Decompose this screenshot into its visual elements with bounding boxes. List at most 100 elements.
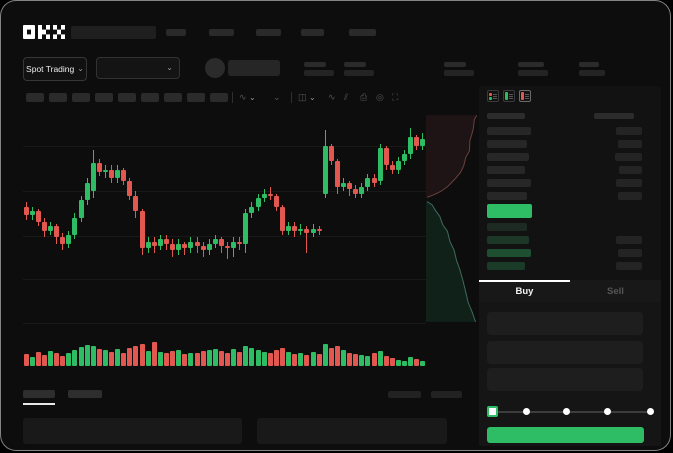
gridline <box>23 279 426 280</box>
volume-bar <box>359 355 365 366</box>
ask-row[interactable] <box>487 127 653 136</box>
candle-body <box>359 187 365 194</box>
candle-body <box>414 136 420 146</box>
volume-bar <box>249 348 255 366</box>
toolbar-chip[interactable] <box>141 93 159 102</box>
candle-body <box>341 182 347 188</box>
toolbar-chip[interactable] <box>26 93 44 102</box>
bid-row[interactable] <box>487 249 653 258</box>
okx-logo[interactable] <box>23 25 65 39</box>
ask-row[interactable] <box>487 153 653 162</box>
candle-body <box>151 241 157 246</box>
toolbar-chip[interactable] <box>187 93 205 102</box>
bid-row[interactable] <box>487 262 653 271</box>
slider-handle[interactable] <box>487 406 498 417</box>
candle-type-icon[interactable]: ◫ ⌄ <box>298 92 316 102</box>
candle-body <box>170 243 176 251</box>
ask-amount-placeholder <box>615 153 642 161</box>
orderbook-asks-icon[interactable] <box>519 90 531 102</box>
indicators-icon[interactable]: ∿ <box>328 92 336 102</box>
slider-dot[interactable] <box>647 408 654 415</box>
tab-buy[interactable]: Buy <box>515 286 534 297</box>
nav-item-placeholder[interactable] <box>209 29 234 36</box>
candle-body <box>60 237 66 244</box>
ask-row[interactable] <box>487 140 653 149</box>
candle-body <box>218 239 224 246</box>
toolbar-chip[interactable] <box>118 93 136 102</box>
toolbar-chip[interactable] <box>49 93 67 102</box>
open-orders-panel <box>23 418 242 444</box>
fullscreen-icon[interactable]: ⛶ <box>392 92 399 102</box>
dropdown-chevron-icon[interactable]: ⌄ <box>273 92 281 102</box>
candle-body <box>163 239 169 244</box>
bid-row[interactable] <box>487 236 653 245</box>
orders-tab-placeholder[interactable] <box>23 390 55 398</box>
ask-price-placeholder <box>487 166 525 174</box>
snapshot-icon[interactable]: ⎙ <box>360 92 368 102</box>
market-type-button[interactable]: Spot Trading ⌄ <box>23 57 87 81</box>
volume-bar <box>78 346 84 366</box>
last-price-badge[interactable] <box>487 204 532 218</box>
volume-bar <box>188 352 194 366</box>
volume-bar <box>334 346 340 366</box>
amount-slider[interactable] <box>487 406 654 419</box>
ask-row[interactable] <box>487 192 653 201</box>
orderbook-bids-icon[interactable] <box>503 90 515 102</box>
bottom-action-placeholder[interactable] <box>388 391 421 398</box>
candle-body <box>188 241 194 249</box>
candle-body <box>96 163 102 172</box>
volume-bar <box>170 351 176 366</box>
toolbar-divider <box>291 92 292 103</box>
slider-dot[interactable] <box>523 408 530 415</box>
volume-bar <box>328 348 334 366</box>
volume-bar <box>353 353 359 366</box>
candle-body <box>41 222 47 231</box>
candlestick-chart[interactable] <box>23 113 426 331</box>
toolbar-chip[interactable] <box>210 93 228 102</box>
orderbook-combined-icon[interactable] <box>487 90 499 102</box>
volume-bar <box>133 345 139 366</box>
chart-style-icon[interactable]: ∿ ⌄ <box>239 92 256 102</box>
nav-item-placeholder[interactable] <box>301 29 324 36</box>
candle-body <box>231 241 237 249</box>
candle-body <box>322 145 328 194</box>
bottom-action-placeholder[interactable] <box>431 391 462 398</box>
pair-selector-dropdown[interactable]: ⌄ <box>96 57 180 79</box>
toolbar-chip[interactable] <box>72 93 90 102</box>
pair-name-placeholder <box>228 60 280 76</box>
candle-body <box>396 160 402 170</box>
buy-submit-button[interactable] <box>487 427 644 443</box>
nav-item-placeholder[interactable] <box>349 29 376 36</box>
slider-dot[interactable] <box>604 408 611 415</box>
gridline <box>23 236 426 237</box>
toolbar-chip[interactable] <box>164 93 182 102</box>
candle-body <box>402 154 408 161</box>
volume-bar <box>273 350 279 366</box>
settings-icon[interactable]: ◎ <box>376 92 384 102</box>
volume-bar <box>225 352 231 366</box>
price-input[interactable] <box>487 312 643 335</box>
tab-sell[interactable]: Sell <box>607 286 624 297</box>
volume-bar <box>420 360 426 366</box>
ask-row[interactable] <box>487 166 653 175</box>
candle-body <box>261 193 267 199</box>
compare-icon[interactable]: ⫽ <box>344 92 349 102</box>
history-tab-placeholder[interactable] <box>68 390 102 398</box>
toolbar-chip[interactable] <box>95 93 113 102</box>
nav-item-placeholder[interactable] <box>256 29 281 36</box>
volume-bar <box>371 353 377 366</box>
volume-bar <box>102 350 108 366</box>
candle-body <box>420 139 426 146</box>
ticker-stat-placeholder <box>579 62 605 76</box>
candle-body <box>176 243 182 251</box>
volume-bar <box>414 359 420 366</box>
total-input[interactable] <box>487 368 643 391</box>
amount-input[interactable] <box>487 341 643 364</box>
bid-row[interactable] <box>487 223 653 232</box>
header-search-placeholder[interactable] <box>71 26 156 39</box>
slider-dot[interactable] <box>563 408 570 415</box>
nav-item-placeholder[interactable] <box>166 29 186 36</box>
ask-row[interactable] <box>487 179 653 188</box>
volume-bar <box>267 353 273 366</box>
